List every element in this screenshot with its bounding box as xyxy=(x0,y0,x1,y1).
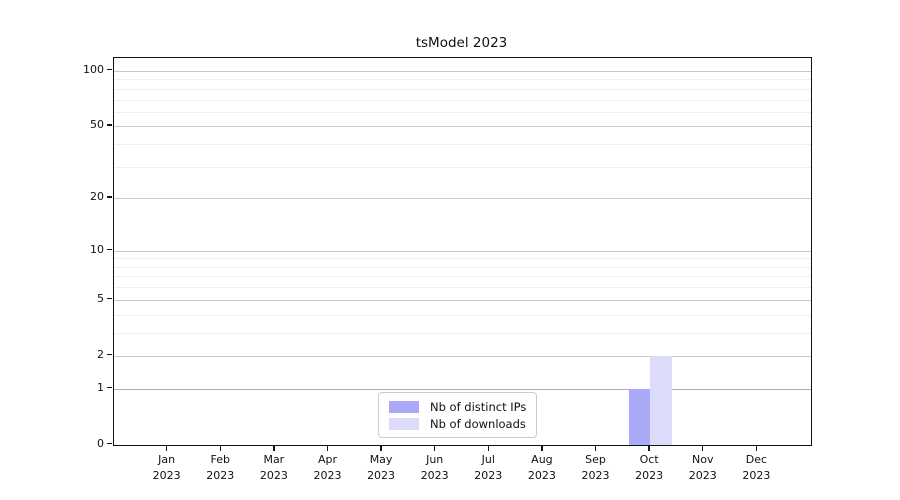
x-tick-jun xyxy=(433,445,436,451)
gridline-y-4 xyxy=(114,314,811,316)
plot-area xyxy=(113,57,812,446)
x-tick-aug xyxy=(541,445,543,451)
gridline-y-60 xyxy=(114,111,811,113)
x-tick-label-dec: Dec 2023 xyxy=(742,453,771,482)
gridline-y-40 xyxy=(114,144,811,146)
x-tick-oct xyxy=(648,445,650,451)
bar-nb-of-downloads-oct xyxy=(650,355,672,445)
gridline-y-2 xyxy=(114,355,811,357)
gridline-y-30 xyxy=(114,166,811,168)
x-tick-label-aug: Aug 2023 xyxy=(527,453,556,482)
legend-entry-downloads: Nb of downloads xyxy=(389,415,526,432)
x-tick-label-mar: Mar 2023 xyxy=(259,453,288,482)
y-tick-50 xyxy=(107,124,112,126)
gridline-y-6 xyxy=(114,287,811,289)
x-tick-nov xyxy=(702,445,704,451)
gridline-y-70 xyxy=(114,99,811,101)
y-tick-10 xyxy=(107,248,112,251)
x-tick-may xyxy=(380,445,382,451)
x-tick-label-oct: Oct 2023 xyxy=(635,453,664,482)
x-tick-label-may: May 2023 xyxy=(367,453,396,482)
y-tick-label-100: 100 xyxy=(83,62,104,76)
gridline-y-90 xyxy=(114,79,811,81)
legend-swatch-distinct-ips xyxy=(389,400,419,413)
x-tick-apr xyxy=(326,445,329,451)
y-tick-label-50: 50 xyxy=(90,118,104,132)
x-tick-jan xyxy=(165,445,168,451)
y-tick-20 xyxy=(107,196,112,198)
gridline-y-80 xyxy=(114,88,811,90)
x-tick-label-jan: Jan 2023 xyxy=(152,453,181,482)
y-tick-100 xyxy=(107,68,112,71)
x-tick-label-sep: Sep 2023 xyxy=(581,453,610,482)
y-tick-label-1: 1 xyxy=(97,380,104,394)
gridline-y-1 xyxy=(114,388,811,390)
x-tick-jul xyxy=(487,445,489,451)
gridline-y-50 xyxy=(114,126,811,128)
y-tick-label-10: 10 xyxy=(90,242,104,256)
x-tick-dec xyxy=(755,445,758,451)
y-tick-label-0: 0 xyxy=(97,437,104,450)
legend-label-downloads: Nb of downloads xyxy=(430,416,526,431)
gridline-y-20 xyxy=(114,198,811,200)
chart-title: tsModel 2023 xyxy=(415,35,508,51)
gridline-y-7 xyxy=(114,276,811,278)
x-tick-label-jul: Jul 2023 xyxy=(474,453,503,482)
y-tick-2 xyxy=(107,353,112,356)
y-tick-label-2: 2 xyxy=(97,347,104,361)
x-tick-label-jun: Jun 2023 xyxy=(420,453,449,482)
bar-nb-of-distinct-ips-oct xyxy=(628,388,651,445)
x-tick-feb xyxy=(219,445,221,451)
y-tick-5 xyxy=(107,297,112,300)
x-tick-label-nov: Nov 2023 xyxy=(688,453,717,482)
x-tick-label-feb: Feb 2023 xyxy=(206,453,235,482)
gridline-y-10 xyxy=(114,250,811,252)
legend-swatch-downloads xyxy=(389,417,419,430)
legend-entry-distinct-ips: Nb of distinct IPs xyxy=(389,398,526,415)
y-tick-1 xyxy=(107,386,112,389)
gridline-y-9 xyxy=(114,258,811,260)
y-tick-label-20: 20 xyxy=(90,190,104,204)
legend: Nb of distinct IPs Nb of downloads xyxy=(378,392,538,438)
y-tick-0 xyxy=(107,443,112,445)
legend-label-distinct-ips: Nb of distinct IPs xyxy=(430,399,527,414)
gridline-y-8 xyxy=(114,266,811,268)
gridline-y-3 xyxy=(114,332,811,334)
y-tick-label-5: 5 xyxy=(97,291,104,305)
gridline-y-5 xyxy=(114,299,811,301)
gridline-y-100 xyxy=(114,70,811,72)
x-tick-sep xyxy=(594,445,597,451)
x-tick-mar xyxy=(273,445,275,451)
x-tick-label-apr: Apr 2023 xyxy=(313,453,342,482)
